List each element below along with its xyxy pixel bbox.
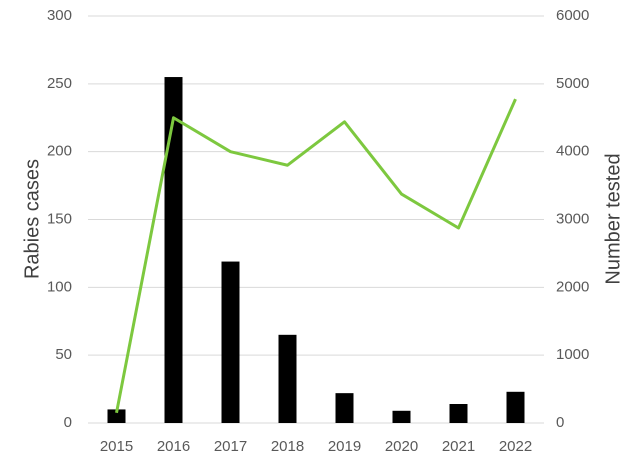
y2-tick-label: 5000	[556, 75, 589, 92]
x-tick-label: 2017	[214, 438, 247, 455]
y2-tick-label: 4000	[556, 143, 589, 160]
x-tick-label: 2015	[100, 438, 133, 455]
y2-tick-label: 1000	[556, 346, 589, 363]
bar	[107, 409, 126, 423]
x-tick-label: 2022	[499, 438, 532, 455]
x-tick-label: 2021	[442, 438, 475, 455]
bar	[164, 77, 183, 424]
bar	[506, 391, 525, 423]
y-tick-label: 50	[55, 346, 72, 363]
bar	[221, 261, 240, 423]
x-tick-label: 2020	[385, 438, 418, 455]
y-tick-label: 200	[47, 143, 72, 160]
x-tick-label: 2019	[328, 438, 361, 455]
y-tick-label: 100	[47, 278, 72, 295]
y2-tick-label: 0	[556, 414, 564, 431]
y-axis-title: Rabies cases	[21, 159, 43, 279]
x-tick-label: 2018	[271, 438, 304, 455]
y-tick-label: 150	[47, 210, 72, 227]
y2-tick-label: 2000	[556, 278, 589, 295]
y-tick-label: 0	[64, 414, 72, 431]
y2-axis-title: Number tested	[602, 153, 624, 284]
y2-tick-label: 3000	[556, 210, 589, 227]
y-tick-label: 300	[47, 7, 72, 24]
bar	[392, 410, 411, 423]
y-tick-label: 250	[47, 75, 72, 92]
y2-tick-label: 6000	[556, 7, 589, 24]
bar	[278, 334, 297, 423]
bar	[449, 404, 468, 423]
bar	[335, 393, 354, 423]
line	[115, 98, 517, 414]
x-tick-label: 2016	[157, 438, 190, 455]
